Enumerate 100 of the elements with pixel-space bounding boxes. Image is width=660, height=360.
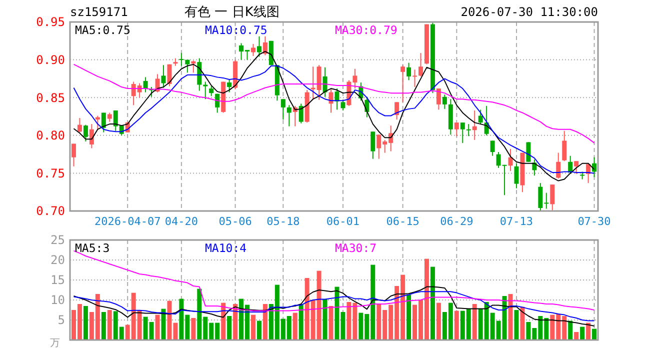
bar: [322, 299, 328, 340]
bar: [568, 320, 573, 340]
candlestick: [394, 102, 400, 120]
candlestick: [370, 131, 376, 160]
y-tick-label: 5: [58, 313, 65, 328]
y-tick-label: 0.90: [36, 53, 65, 67]
candlestick: [250, 43, 256, 57]
x-tick-label: 06-15: [386, 215, 420, 228]
line-series: [73, 64, 595, 144]
bar: [227, 316, 232, 340]
x-tick-label: 04-20: [164, 215, 198, 228]
bar: [514, 310, 519, 340]
y-tick-label: 0.85: [36, 90, 65, 105]
candlestick: [514, 162, 519, 189]
bar: [436, 302, 441, 340]
text: MA30:0.79: [335, 23, 398, 37]
candlestick: [436, 88, 441, 110]
bar: [574, 332, 579, 340]
text: MA5:0.75: [75, 23, 130, 37]
y-tick-label: 10: [50, 293, 65, 308]
bar: [233, 304, 238, 340]
candlestick: [442, 94, 447, 110]
y-tick-label: 0.95: [36, 15, 65, 30]
y-tick-label: 20: [50, 253, 65, 268]
text: MA30:7: [335, 241, 377, 255]
y-tick-label: 15: [50, 273, 65, 288]
bar: [586, 322, 591, 340]
candlestick: [406, 62, 412, 81]
candlestick: [466, 124, 471, 137]
text: sz159171: [70, 5, 128, 19]
candlestick: [167, 64, 172, 87]
text: MA10:0.75: [205, 23, 268, 37]
bar: [256, 320, 262, 340]
bar: [454, 310, 459, 340]
candlestick: [412, 69, 418, 88]
candlestick: [185, 59, 190, 74]
candlestick: [418, 52, 423, 77]
x-tick-label: 07-30: [578, 215, 611, 228]
candlestick: [454, 122, 459, 137]
bar: [107, 310, 112, 340]
candlestick: [77, 118, 82, 133]
candlestick: [574, 160, 579, 174]
bar: [580, 326, 585, 340]
x-tick-label: 2026-04-07: [94, 215, 161, 228]
bar: [101, 312, 106, 340]
candlestick: [262, 36, 268, 56]
y-tick-label: 0.75: [36, 166, 65, 180]
bar: [472, 304, 477, 340]
candlestick: [334, 88, 340, 110]
candlestick: [280, 98, 286, 120]
candlestick: [340, 100, 346, 111]
bar: [262, 304, 268, 340]
bar: [250, 314, 256, 340]
candlestick: [526, 142, 531, 162]
candlestick: [286, 104, 292, 127]
candlestick: [490, 140, 495, 156]
bar: [520, 306, 525, 340]
candlestick: [478, 109, 483, 125]
candlestick: [562, 130, 567, 162]
bar: [191, 318, 196, 340]
candlestick: [227, 78, 232, 93]
bar: [292, 312, 298, 340]
chart-title: 有色 一 日K线图: [184, 5, 280, 20]
candlestick: [400, 64, 406, 103]
candlestick: [71, 143, 76, 167]
text: 2026-07-30 11:30:00: [460, 5, 598, 19]
x-tick-label: 05-06: [218, 215, 252, 228]
bar: [430, 266, 435, 340]
candlestick: [179, 52, 184, 66]
y-tick-label: 0.70: [36, 204, 65, 218]
candlestick: [203, 81, 208, 100]
bar: [406, 294, 412, 340]
candlestick: [256, 36, 262, 58]
candlestick: [556, 152, 561, 179]
candlestick: [143, 76, 148, 93]
candlestick: [460, 122, 465, 144]
candlestick: [550, 184, 555, 211]
candlestick: [472, 110, 477, 140]
x-tick-label: 07-13: [500, 215, 534, 228]
y-axis-title: 万: [50, 338, 60, 349]
candlestick: [215, 93, 220, 114]
candlestick: [83, 124, 88, 142]
candlestick: [101, 112, 106, 133]
candlestick: [107, 112, 112, 122]
candlestick: [161, 64, 166, 88]
bar: [592, 328, 597, 340]
x-tick-label: 06-29: [440, 215, 474, 228]
candlestick: [298, 103, 304, 124]
bar: [298, 304, 304, 340]
bar: [221, 302, 226, 340]
candlestick: [89, 124, 94, 149]
bar: [161, 308, 166, 340]
y-tick-label: 25: [50, 233, 65, 248]
y-tick-label: 0.80: [36, 128, 65, 143]
bar: [328, 306, 334, 340]
text: MA5:3: [75, 241, 110, 255]
candlestick: [209, 86, 214, 97]
x-tick-label: 06-01: [326, 215, 360, 228]
bar: [83, 306, 88, 340]
x-tick-label: 05-18: [266, 215, 300, 228]
